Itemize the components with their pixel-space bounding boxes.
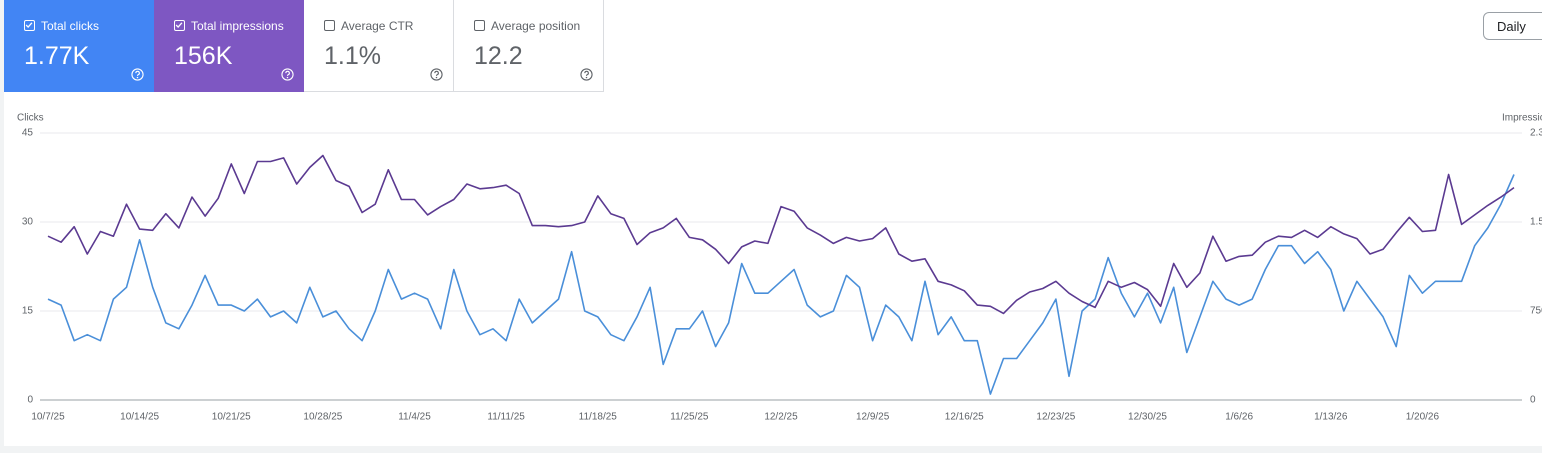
metric-card[interactable]: Average CTR 1.1% (304, 0, 454, 92)
metric-label: Total impressions (191, 19, 284, 33)
metric-card[interactable]: Total impressions 156K (154, 0, 304, 92)
metric-value: 12.2 (474, 42, 523, 70)
metric-label: Total clicks (41, 19, 100, 33)
y-tick-label: 45 (22, 128, 34, 139)
x-tick-label: 11/25/25 (670, 412, 709, 423)
x-tick-label: 1/13/26 (1314, 412, 1348, 423)
x-tick-label: 12/23/25 (1036, 412, 1075, 423)
metric-label: Average CTR (341, 19, 414, 33)
y2-axis-title: Impressions (1502, 113, 1542, 124)
metric-card[interactable]: Total clicks 1.77K (4, 0, 154, 92)
y-tick-label: 0 (27, 395, 33, 406)
checkbox[interactable] (474, 20, 485, 31)
x-tick-label: 10/21/25 (212, 412, 251, 423)
checkbox[interactable] (324, 20, 335, 31)
y-tick-label: 15 (22, 306, 34, 317)
x-tick-label: 11/4/25 (398, 412, 431, 423)
y-axis-title: Clicks (17, 113, 44, 124)
metric-value: 156K (174, 42, 233, 70)
checkbox[interactable] (174, 20, 185, 31)
x-tick-label: 12/2/25 (764, 412, 798, 423)
check-mark (25, 22, 33, 28)
checkbox[interactable] (24, 20, 35, 31)
x-tick-label: 11/11/25 (487, 412, 525, 423)
metric-value: 1.1% (324, 42, 381, 70)
y2-tick-label: 2.3K (1530, 128, 1542, 139)
x-tick-label: 12/16/25 (945, 412, 984, 423)
check-mark (175, 22, 183, 28)
metric-value: 1.77K (24, 42, 90, 70)
y2-tick-label: 1.5K (1530, 217, 1542, 228)
help-icon[interactable] (131, 68, 144, 81)
metric-card[interactable]: Average position 12.2 (454, 0, 604, 92)
x-tick-label: 10/14/25 (120, 412, 159, 423)
series-line (47, 174, 1515, 395)
help-icon[interactable] (430, 68, 443, 81)
y2-tick-label: 750 (1530, 306, 1542, 317)
x-tick-label: 10/7/25 (31, 412, 65, 423)
help-icon[interactable] (580, 68, 593, 81)
y-tick-label: 30 (22, 217, 34, 228)
x-tick-label: 1/20/26 (1406, 412, 1440, 423)
x-tick-label: 1/6/26 (1225, 412, 1253, 423)
y2-tick-label: 0 (1530, 395, 1536, 406)
help-icon[interactable] (281, 68, 294, 81)
x-tick-label: 11/18/25 (579, 412, 618, 423)
range-label: Daily (1497, 19, 1526, 34)
x-tick-label: 10/28/25 (303, 412, 342, 423)
metric-label: Average position (491, 19, 581, 33)
x-tick-label: 12/9/25 (856, 412, 890, 423)
series-line (47, 154, 1515, 315)
x-tick-label: 12/30/25 (1128, 412, 1167, 423)
range-dropdown[interactable]: Daily (1483, 12, 1542, 40)
chart: Clicks Impressions 0 15 30 45 0 750 1.5K 2.3K 10/7… (17, 113, 1542, 423)
